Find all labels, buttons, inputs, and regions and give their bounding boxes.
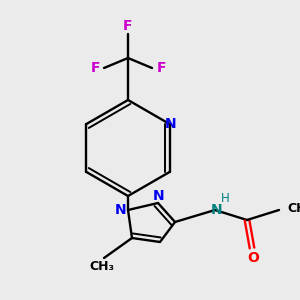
Text: N: N xyxy=(165,117,176,131)
Text: F: F xyxy=(156,61,166,75)
Text: O: O xyxy=(247,251,259,265)
Text: F: F xyxy=(123,19,133,33)
Text: CH₃: CH₃ xyxy=(287,202,300,215)
Text: N: N xyxy=(211,203,223,217)
Text: CH₃: CH₃ xyxy=(89,260,115,272)
Text: N: N xyxy=(153,189,165,203)
Text: F: F xyxy=(90,61,100,75)
Text: N: N xyxy=(115,203,127,217)
Text: H: H xyxy=(220,191,230,205)
